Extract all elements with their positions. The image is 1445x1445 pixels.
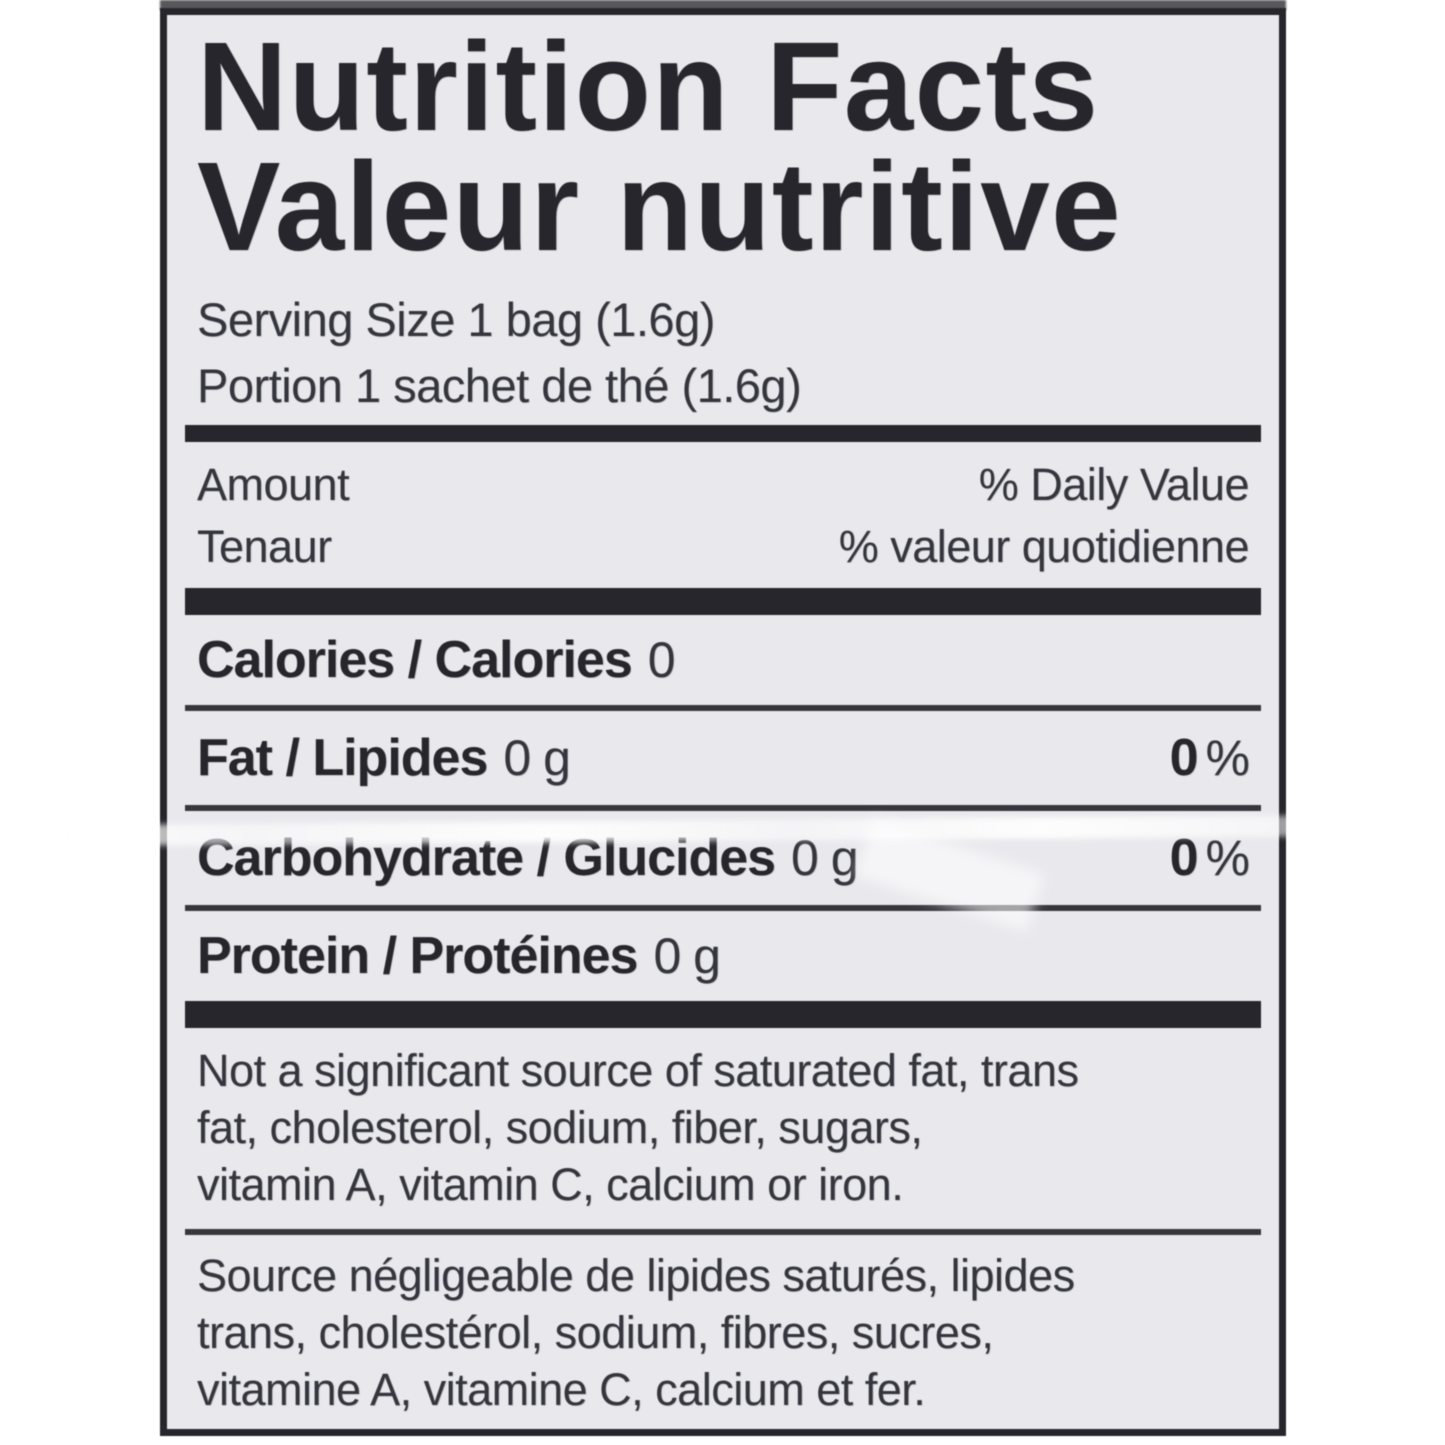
serving-size-block: Serving Size 1 bag (1.6g) Portion 1 sach… bbox=[197, 287, 1249, 419]
footnote-french-line1: Source négligeable de lipides saturés, l… bbox=[197, 1250, 1075, 1301]
amount-label-french: Tenaur bbox=[197, 521, 332, 572]
rule-above-amount-header bbox=[185, 425, 1261, 442]
fat-daily-value-number: 0 bbox=[1169, 729, 1199, 787]
column-header-row-english: Amount % Daily Value bbox=[197, 454, 1250, 516]
column-header-block: Amount % Daily Value Tenaur % valeur quo… bbox=[197, 442, 1250, 588]
carbohydrate-daily-value: 0% bbox=[1169, 828, 1250, 888]
fat-amount: 0 g bbox=[503, 730, 571, 786]
calories-name: Calories / Calories bbox=[197, 631, 633, 689]
calories-row: Calories / Calories 0 bbox=[197, 615, 1249, 705]
label-title-block: Nutrition Facts Valeur nutritive bbox=[197, 16, 1238, 277]
rule-between-footnotes bbox=[185, 1229, 1261, 1235]
carbohydrate-name: Carbohydrate / Glucides bbox=[197, 829, 776, 887]
fat-left: Fat / Lipides 0 g bbox=[197, 728, 571, 788]
carbohydrate-left: Carbohydrate / Glucides 0 g bbox=[197, 828, 859, 888]
fat-daily-value: 0% bbox=[1169, 728, 1250, 788]
title-english: Nutrition Facts bbox=[197, 16, 1100, 157]
footnote-english: Not a significant source of saturated fa… bbox=[197, 1042, 1249, 1213]
fat-row: Fat / Lipides 0 g 0% bbox=[197, 711, 1250, 805]
rule-below-fat bbox=[185, 805, 1261, 811]
rule-below-carbohydrate bbox=[185, 905, 1261, 911]
fat-percent-sign: % bbox=[1205, 730, 1250, 786]
protein-amount: 0 g bbox=[653, 928, 721, 984]
title-french: Valeur nutritive bbox=[197, 136, 1122, 277]
carbohydrate-amount: 0 g bbox=[791, 830, 859, 886]
carbohydrate-percent-sign: % bbox=[1205, 830, 1250, 886]
rule-below-protein bbox=[185, 1001, 1261, 1028]
protein-row: Protein / Protéines 0 g bbox=[197, 911, 1249, 1001]
rule-below-calories bbox=[185, 705, 1261, 711]
serving-size-english: Serving Size 1 bag (1.6g) bbox=[197, 293, 715, 346]
calories-amount: 0 bbox=[647, 632, 676, 688]
protein-name: Protein / Protéines bbox=[197, 927, 638, 985]
carbohydrate-daily-value-number: 0 bbox=[1169, 829, 1199, 887]
protein-left: Protein / Protéines 0 g bbox=[197, 926, 721, 986]
footnote-english-line2: fat, cholesterol, sodium, fiber, sugars, bbox=[197, 1102, 923, 1153]
column-header-row-french: Tenaur % valeur quotidienne bbox=[197, 516, 1250, 578]
fat-name: Fat / Lipides bbox=[197, 729, 488, 787]
daily-value-label-french: % valeur quotidienne bbox=[838, 521, 1250, 572]
footnote-french: Source négligeable de lipides saturés, l… bbox=[197, 1247, 1249, 1418]
calories-left: Calories / Calories 0 bbox=[197, 630, 676, 690]
footnote-english-line3: vitamin A, vitamin C, calcium or iron. bbox=[197, 1159, 904, 1210]
footnote-french-line3: vitamine A, vitamine C, calcium et fer. bbox=[197, 1364, 926, 1415]
footnote-french-line2: trans, cholestérol, sodium, fibres, sucr… bbox=[197, 1307, 994, 1358]
carbohydrate-row: Carbohydrate / Glucides 0 g 0% bbox=[197, 811, 1250, 905]
nutrition-facts-label: Nutrition Facts Valeur nutritive Serving… bbox=[160, 8, 1286, 1436]
daily-value-label-english: % Daily Value bbox=[978, 459, 1250, 510]
footnote-english-line1: Not a significant source of saturated fa… bbox=[197, 1045, 1079, 1096]
amount-label-english: Amount bbox=[197, 459, 350, 510]
rule-below-amount-header bbox=[185, 588, 1261, 615]
serving-size-french: Portion 1 sachet de thé (1.6g) bbox=[197, 359, 802, 412]
